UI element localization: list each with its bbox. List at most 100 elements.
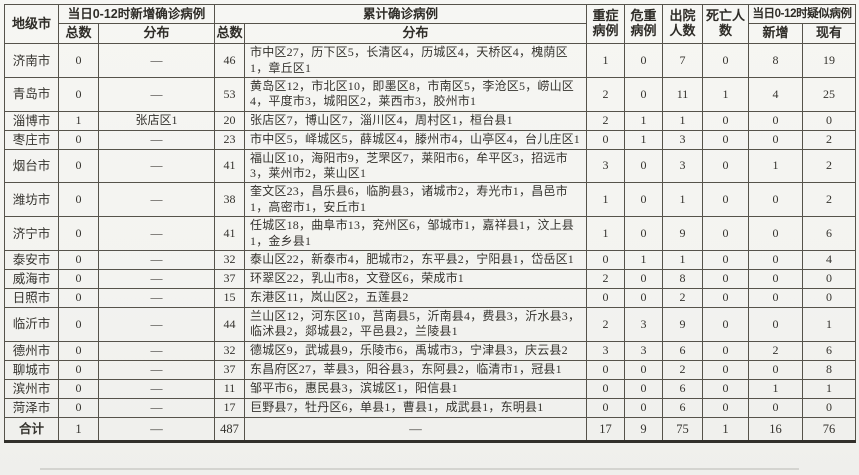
cell-city: 德州市 (4, 340, 59, 361)
cell-new-total: 0 (58, 397, 99, 418)
header-city: 地级市 (4, 3, 59, 45)
cell-new-dist: — (98, 340, 215, 361)
cell-deaths: 0 (702, 340, 750, 361)
cell-susp-existing: 6 (802, 340, 857, 361)
cell-susp-existing: 0 (802, 268, 857, 289)
cell-critical: 1 (624, 110, 664, 131)
cell-cum-total: 32 (214, 249, 245, 270)
cell-deaths: 0 (702, 110, 750, 131)
table-body: 济南市 0 — 46 市中区27，历下区5，长清区4，历城区4，天桥区4，槐荫区… (4, 43, 857, 418)
cell-cum-dist: 张店区7，博山区7，淄川区4，周村区1，桓台县1 (243, 110, 588, 131)
cell-severe: 0 (586, 359, 626, 380)
table-row: 临沂市 0 — 44 兰山区12，河东区10，莒南县5，沂南县4，费县3，沂水县… (4, 306, 857, 342)
cell-city: 青岛市 (4, 77, 59, 112)
cell-deaths: 0 (702, 129, 750, 150)
header-new-dist: 分布 (98, 23, 215, 45)
cell-deaths: 1 (702, 77, 750, 112)
cell-deaths: 0 (702, 378, 750, 399)
cell-cum-total: 37 (214, 268, 245, 289)
cell-severe: 0 (586, 378, 626, 399)
cell-city: 济宁市 (4, 216, 59, 251)
scan-artifact-line (40, 468, 799, 470)
table-header: 地级市 当日0-12时新增确诊病例 累计确诊病例 重症病例 危重病例 出院人数 … (4, 3, 857, 45)
cell-discharged: 9 (662, 216, 704, 251)
header-cumulative-group: 累计确诊病例 (213, 3, 588, 25)
cell-deaths: 0 (702, 182, 750, 218)
cell-city: 聊城市 (4, 359, 59, 380)
cell-total-new-total: 1 (58, 416, 99, 442)
cell-susp-new: 1 (748, 148, 804, 184)
cell-cum-dist: 邹平市6，惠民县3，滨城区1，阳信县1 (243, 378, 588, 399)
cell-critical: 3 (624, 340, 664, 361)
cell-critical: 3 (624, 306, 664, 342)
cell-city: 枣庄市 (4, 129, 59, 150)
cell-discharged: 2 (662, 359, 704, 380)
cell-cum-dist: 任城区18，曲阜市13，兖州区6，邹城市1，嘉祥县1，汶上县1，金乡县1 (243, 216, 588, 251)
cell-new-dist: — (98, 306, 215, 342)
cell-cum-dist: 市中区27，历下区5，长清区4，历城区4，天桥区4，槐荫区1，章丘区1 (243, 43, 588, 79)
cell-severe: 0 (586, 397, 626, 418)
cell-new-total: 0 (58, 378, 99, 399)
cell-severe: 2 (586, 306, 626, 342)
cell-new-dist: — (98, 397, 215, 418)
cell-new-total: 0 (58, 129, 99, 150)
cell-critical: 0 (624, 359, 664, 380)
cell-deaths: 0 (702, 216, 750, 251)
cell-discharged: 7 (662, 43, 704, 79)
cell-total-discharged: 75 (662, 416, 704, 442)
cell-cum-total: 37 (214, 359, 245, 380)
cell-susp-new: 0 (748, 359, 804, 380)
cell-susp-new: 0 (748, 397, 804, 418)
cell-city: 威海市 (4, 268, 59, 289)
cell-susp-new: 0 (748, 249, 804, 270)
cell-severe: 3 (586, 148, 626, 184)
cell-severe: 1 (586, 43, 626, 79)
cell-susp-new: 0 (748, 216, 804, 251)
cell-susp-existing: 1 (802, 378, 857, 399)
cell-new-total: 0 (58, 359, 99, 380)
cell-susp-existing: 8 (802, 359, 857, 380)
cell-deaths: 0 (702, 359, 750, 380)
cell-susp-existing: 0 (802, 110, 857, 131)
cell-critical: 0 (624, 77, 664, 112)
cell-susp-new: 0 (748, 287, 804, 308)
cell-total-cum-total: 487 (214, 416, 245, 442)
cell-cum-total: 41 (214, 216, 245, 251)
header-discharged: 出院人数 (662, 3, 704, 45)
header-cum-total: 总数 (214, 23, 245, 45)
cell-discharged: 1 (662, 110, 704, 131)
cell-deaths: 0 (702, 306, 750, 342)
cell-deaths: 0 (702, 287, 750, 308)
cell-discharged: 1 (662, 182, 704, 218)
cell-new-dist: — (98, 148, 215, 184)
cell-total-label: 合计 (4, 416, 59, 442)
cell-critical: 0 (624, 43, 664, 79)
table-row: 潍坊市 0 — 38 奎文区23，昌乐县6，临朐县3，诸城市2，寿光市1，昌邑市… (4, 182, 857, 218)
cell-total-susp-new: 16 (748, 416, 804, 442)
cell-severe: 0 (586, 287, 626, 308)
cell-susp-new: 2 (748, 340, 804, 361)
cell-cum-total: 11 (214, 378, 245, 399)
cell-critical: 0 (624, 378, 664, 399)
cell-susp-new: 0 (748, 268, 804, 289)
table-row: 烟台市 0 — 41 福山区10，海阳市9，芝罘区7，莱阳市6，牟平区3，招远市… (4, 148, 857, 184)
cell-severe: 3 (586, 340, 626, 361)
cell-new-total: 0 (58, 306, 99, 342)
cell-new-total: 0 (58, 148, 99, 184)
cell-severe: 1 (586, 182, 626, 218)
cell-discharged: 6 (662, 340, 704, 361)
cell-new-dist: — (98, 43, 215, 79)
cell-severe: 0 (586, 129, 626, 150)
cell-new-dist: — (98, 77, 215, 112)
cell-cum-total: 17 (214, 397, 245, 418)
cell-cum-dist: 东昌府区27，莘县3，阳谷县3，东阿县2，临清市1，冠县1 (243, 359, 588, 380)
cell-new-dist: — (98, 182, 215, 218)
cell-total-critical: 9 (624, 416, 664, 442)
cell-new-total: 0 (58, 77, 99, 112)
cell-cum-dist: 奎文区23，昌乐县6，临朐县3，诸城市2，寿光市1，昌邑市1，高密市1，安丘市1 (243, 182, 588, 218)
cell-susp-existing: 4 (802, 249, 857, 270)
cell-new-dist: — (98, 359, 215, 380)
cell-discharged: 11 (662, 77, 704, 112)
cell-discharged: 2 (662, 287, 704, 308)
cell-cum-dist: 黄岛区12，市北区10，即墨区8，市南区5，李沧区5，崂山区4，平度市3，城阳区… (243, 77, 588, 112)
